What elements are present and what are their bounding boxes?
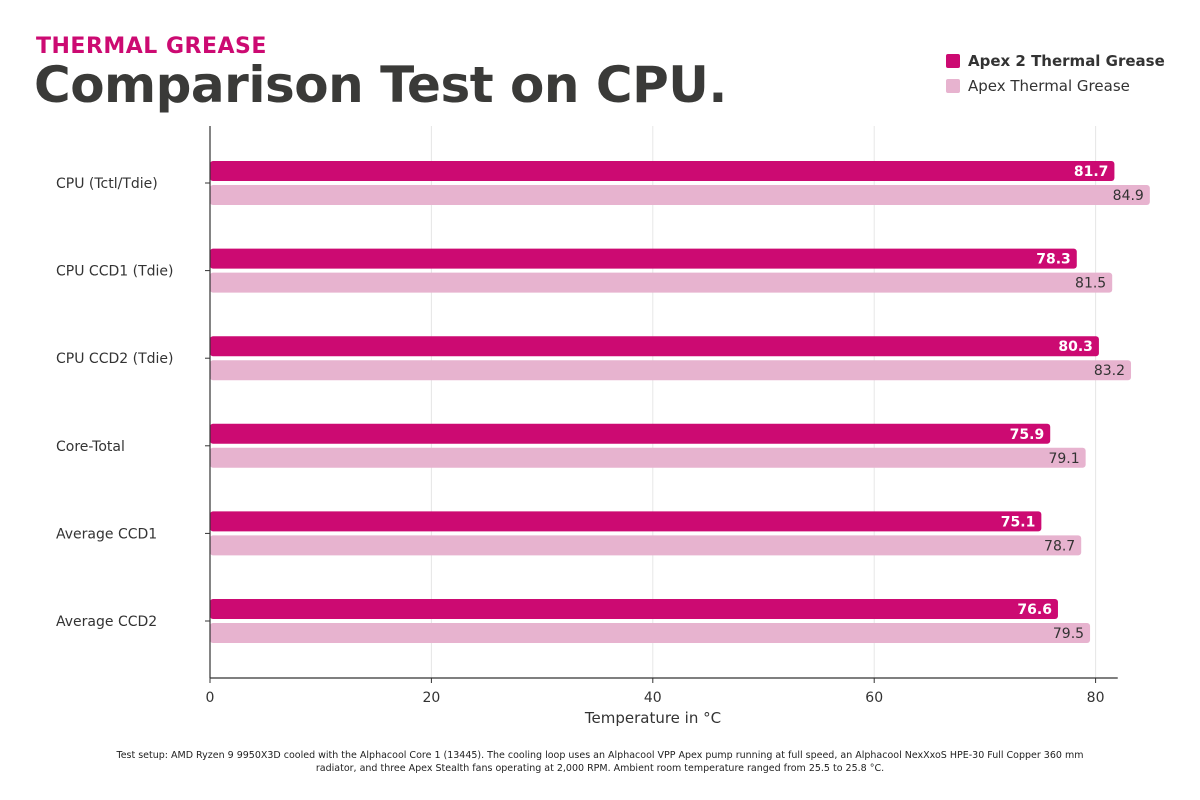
bar-apex: [210, 185, 1150, 205]
data-label: 75.9: [1010, 427, 1045, 443]
chart-title: Comparison Test on CPU.: [34, 56, 727, 114]
category-label: Average CCD1: [56, 526, 157, 542]
legend-item-apex-2: Apex 2 Thermal Grease: [946, 48, 1165, 73]
legend-label-apex-2: Apex 2 Thermal Grease: [968, 51, 1165, 70]
data-label: 83.2: [1094, 363, 1125, 379]
data-label: 79.1: [1048, 451, 1079, 467]
legend-label-apex: Apex Thermal Grease: [968, 76, 1130, 95]
x-tick-label: 20: [422, 690, 440, 706]
data-label: 75.1: [1001, 514, 1036, 530]
bar-apex-2: [210, 248, 1077, 269]
bar-apex-2: [210, 336, 1099, 357]
data-label: 76.6: [1017, 602, 1052, 618]
x-tick-label: 60: [865, 690, 883, 706]
legend-swatch-apex: [946, 78, 960, 93]
x-tick-label: 80: [1087, 690, 1105, 706]
test-setup-note: Test setup: AMD Ryzen 9 9950X3D cooled w…: [116, 750, 1084, 774]
bar-apex: [210, 360, 1132, 381]
bar-apex-2: [210, 511, 1042, 532]
bar-apex-2: [210, 423, 1051, 444]
bar-chart: 81.784.9 78.381.5 80.383.2 75.979.1 75.1 78.7…: [56, 126, 1150, 727]
category-label: CPU CCD1 (Tdie): [56, 264, 173, 280]
data-label: 81.5: [1075, 276, 1106, 292]
bar-apex: [210, 272, 1113, 293]
x-tick-label: 0: [206, 690, 215, 706]
data-label: 78.7: [1044, 538, 1075, 554]
data-label: 79.5: [1053, 626, 1084, 642]
data-label: 84.9: [1113, 188, 1144, 204]
bar-apex: [210, 623, 1091, 643]
data-label: 80.3: [1058, 339, 1093, 355]
category-label: CPU CCD2 (Tdie): [56, 351, 173, 367]
axes: 0 20 40 60 80 CPU (Tctl/Tdie) CPU CCD1 (Tdie) C…: [56, 126, 1118, 706]
chart-kicker: THERMAL GREASE: [36, 34, 267, 59]
category-label: Average CCD2: [56, 614, 157, 630]
legend-item-apex: Apex Thermal Grease: [946, 73, 1165, 98]
bar-apex-2: [210, 161, 1115, 181]
bar-apex: [210, 535, 1082, 556]
x-tick-label: 40: [644, 690, 662, 706]
category-label: Core-Total: [56, 439, 125, 455]
bar-apex-2: [210, 599, 1058, 619]
bars: 81.784.9 78.381.5 80.383.2 75.979.1 75.1 78.7…: [210, 161, 1150, 643]
data-label: 81.7: [1074, 164, 1109, 180]
data-label: 78.3: [1036, 252, 1071, 268]
legend: Apex 2 Thermal Grease Apex Thermal Greas…: [946, 48, 1165, 98]
bar-apex: [210, 447, 1086, 468]
grid-lines: [430, 126, 1097, 678]
x-axis-title: Temperature in °C: [584, 709, 721, 727]
legend-swatch-apex-2: [946, 53, 960, 68]
category-label: CPU (Tctl/Tdie): [56, 176, 158, 192]
